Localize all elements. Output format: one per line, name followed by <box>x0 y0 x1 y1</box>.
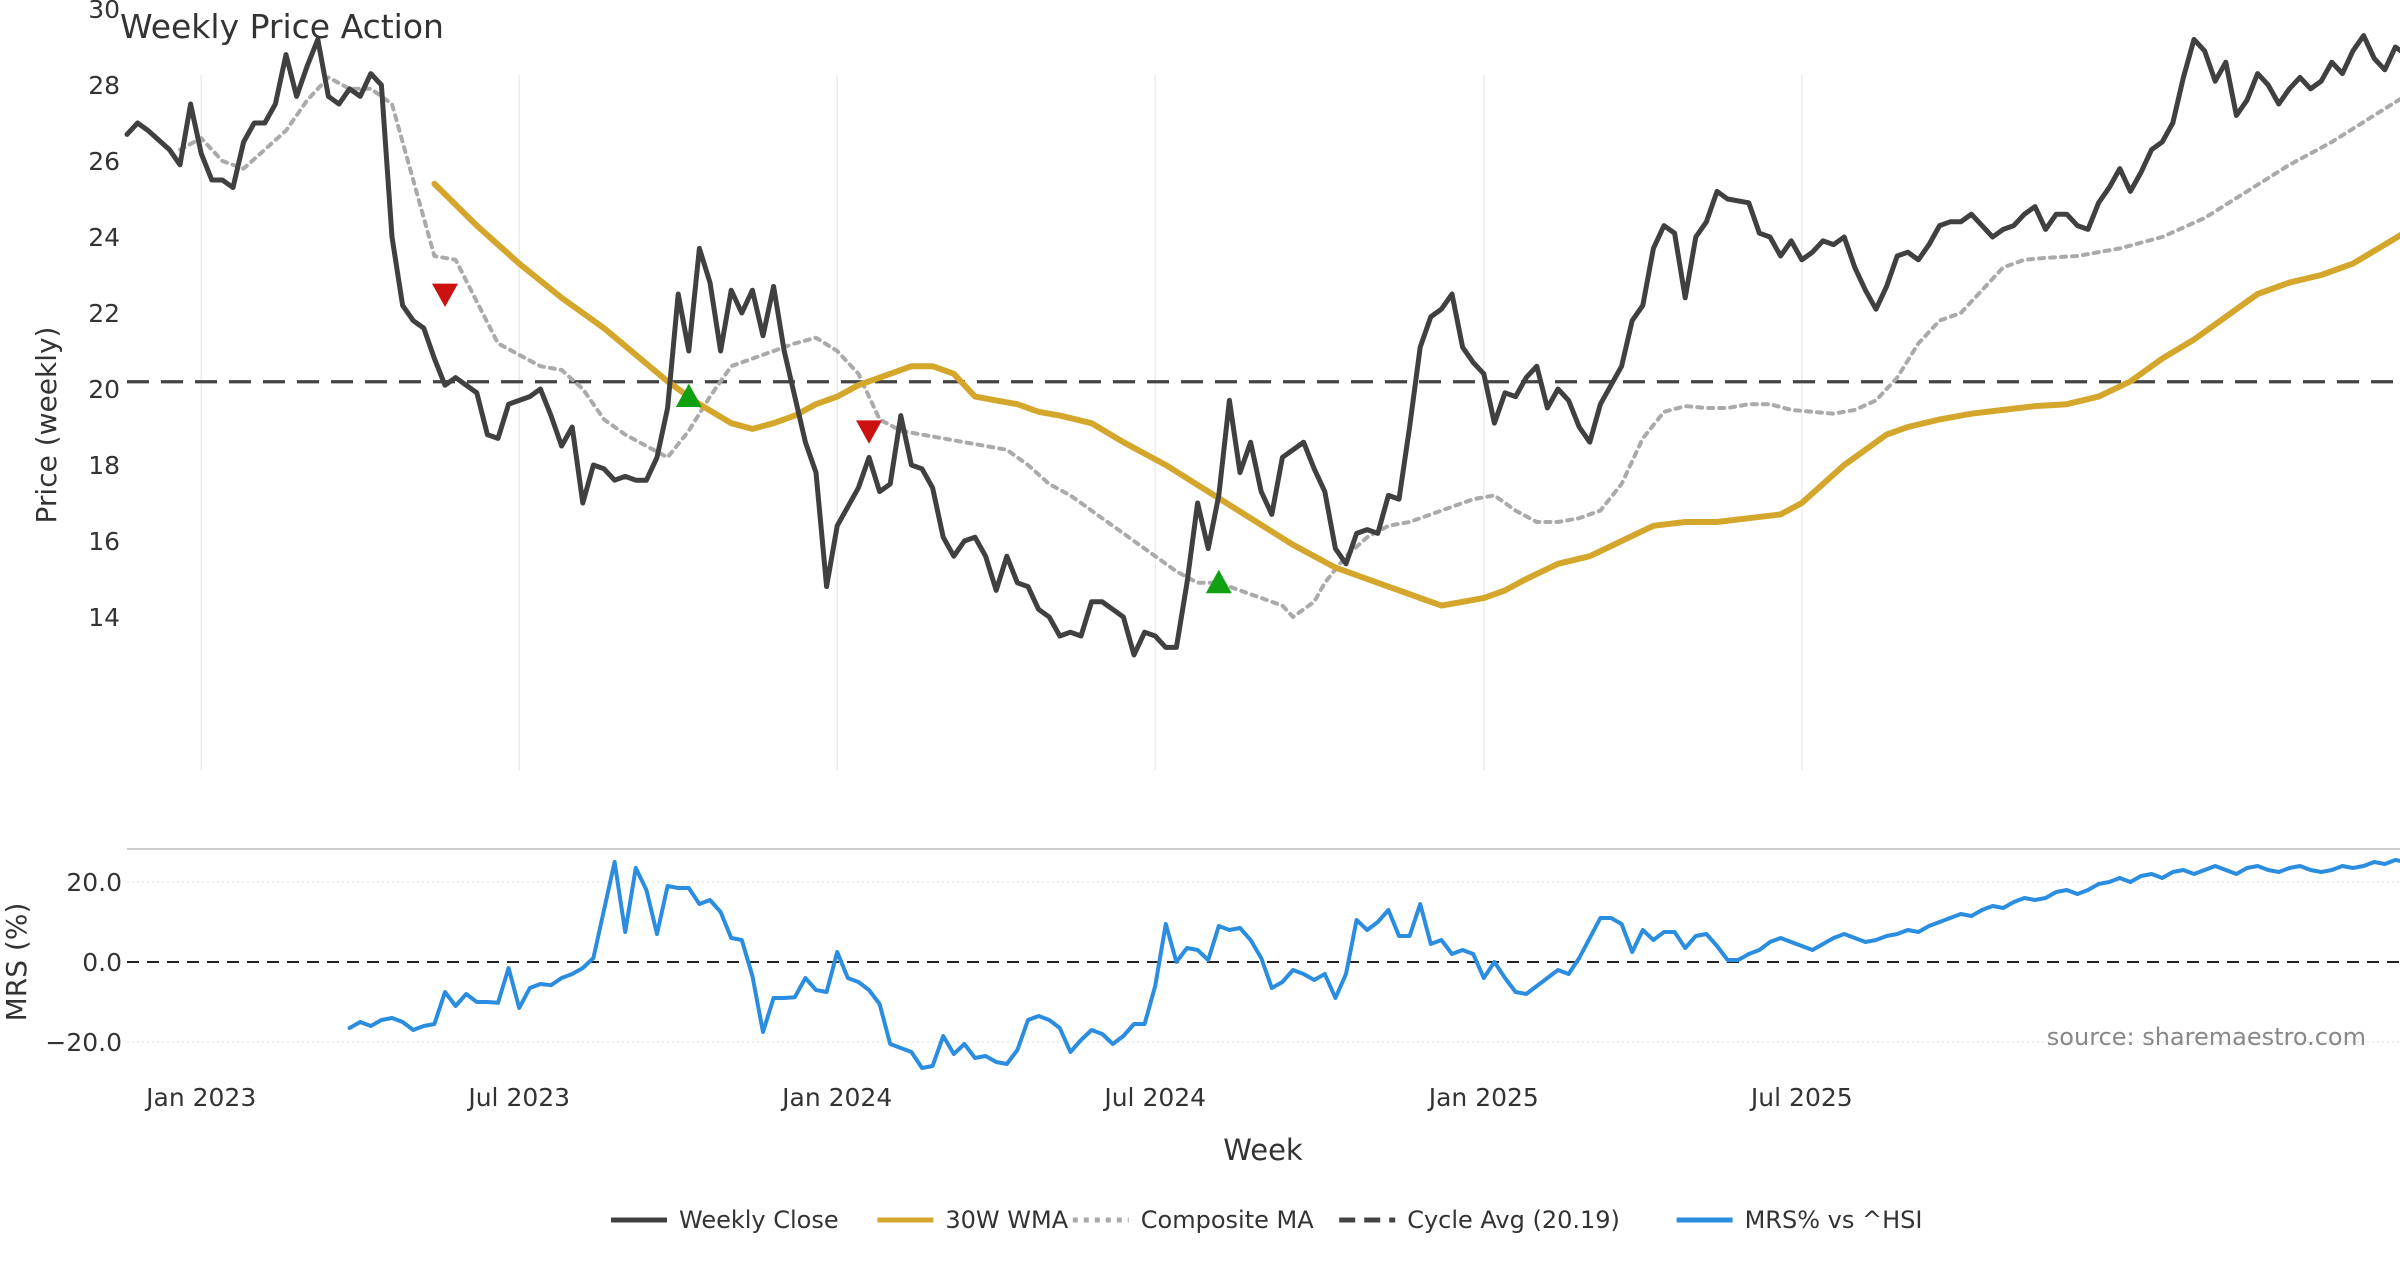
week-axis-ticks: Jan 2023 Jul 2023 Jan 2024 Jul 2024 Jan 2025… <box>144 1083 1853 1112</box>
chart-title: Weekly Price Action <box>120 7 444 46</box>
legend-label: Composite MA <box>1141 1206 1314 1234</box>
price-axis-ticks: 14 16 18 20 22 24 26 28 30 <box>88 0 120 632</box>
week-tick-label: Jul 2024 <box>1102 1083 1206 1112</box>
sell-signal-marker <box>856 420 882 444</box>
mrs-series-group <box>127 858 2400 1070</box>
week-tick-label: Jul 2025 <box>1749 1083 1853 1112</box>
mrs-panel-gridlines <box>127 848 2400 1043</box>
mrs-tick-label: −20.0 <box>45 1028 122 1057</box>
price-tick-label: 22 <box>88 299 120 328</box>
price-tick-label: 14 <box>88 603 120 632</box>
price-tick-label: 20 <box>88 375 120 404</box>
series-mrs-vs-hsi <box>347 858 2400 1070</box>
mrs-tick-label: 20.0 <box>66 868 122 897</box>
legend-label: Weekly Close <box>679 1206 839 1234</box>
legend: Weekly Close 30W WMA Composite MA Cycle Avg… <box>611 1206 1922 1234</box>
mrs-axis-label: MRS (%) <box>0 903 33 1022</box>
week-tick-label: Jul 2023 <box>466 1083 570 1112</box>
price-panel-gridlines <box>200 75 1803 770</box>
week-tick-label: Jan 2025 <box>1427 1083 1539 1112</box>
price-tick-label: 16 <box>88 527 120 556</box>
price-tick-label: 18 <box>88 451 120 480</box>
week-tick-label: Jan 2024 <box>780 1083 892 1112</box>
series-weekly-close <box>124 33 2400 658</box>
mrs-tick-label: 0.0 <box>82 948 122 977</box>
price-tick-label: 30 <box>88 0 120 24</box>
legend-label: MRS% vs ^HSI <box>1745 1206 1923 1234</box>
legend-label: Cycle Avg (20.19) <box>1407 1206 1620 1234</box>
sell-signal-marker <box>432 283 458 307</box>
signal-markers <box>432 283 1232 594</box>
price-tick-label: 26 <box>88 147 120 176</box>
legend-label: 30W WMA <box>945 1206 1068 1234</box>
week-axis-label: Week <box>1223 1133 1303 1167</box>
price-axis-label: Price (weekly) <box>30 327 63 524</box>
price-tick-label: 24 <box>88 223 120 252</box>
week-tick-label: Jan 2023 <box>144 1083 256 1112</box>
buy-signal-marker <box>675 383 702 407</box>
mrs-axis-ticks: 20.0 0.0 −20.0 <box>45 868 122 1057</box>
buy-signal-marker <box>1205 569 1232 594</box>
source-annotation: source: sharemaestro.com <box>2047 1023 2366 1051</box>
price-tick-label: 28 <box>88 71 120 100</box>
